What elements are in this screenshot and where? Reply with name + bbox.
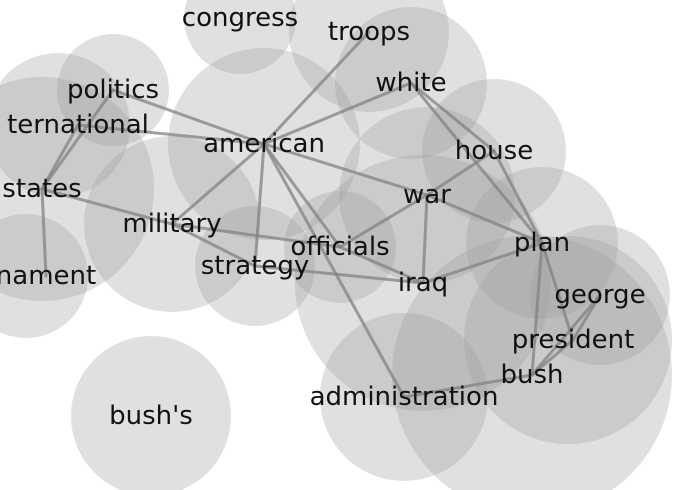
node-label-military: military xyxy=(122,209,221,239)
edge-american-war xyxy=(262,142,429,197)
node-circle-bushs xyxy=(71,336,231,490)
node-label-nament: nament xyxy=(0,261,96,291)
edge-white-american xyxy=(262,81,413,146)
node-labels: congress troops politics white ternational am… xyxy=(0,3,646,431)
edge-george-bush xyxy=(530,293,602,377)
edge-plan-president xyxy=(540,241,575,342)
edge-states-military xyxy=(40,187,174,226)
edge-president-bush xyxy=(530,338,575,377)
node-circle-nament xyxy=(0,214,88,338)
edge-american-officials xyxy=(262,142,342,249)
edge-states-nament xyxy=(40,187,48,278)
node-label-administration: administration xyxy=(310,382,499,412)
node-label-officials: officials xyxy=(290,232,389,262)
edge-politics-states xyxy=(40,88,115,191)
edge-strategy-iraq xyxy=(253,264,425,285)
node-label-congress: congress xyxy=(182,3,298,33)
edge-war-officials xyxy=(338,193,429,249)
edge-bush-administration xyxy=(402,373,534,399)
node-label-president: president xyxy=(512,325,635,355)
edge-politics-american xyxy=(111,88,266,146)
edge-white-house xyxy=(409,81,496,153)
node-label-international: ternational xyxy=(7,110,149,140)
node-label-white: white xyxy=(375,68,446,98)
edge-war-iraq xyxy=(421,193,429,285)
edge-war-plan xyxy=(425,193,544,245)
edge-international-american xyxy=(76,123,266,146)
node-label-american: american xyxy=(203,129,325,159)
edge-iraq-plan xyxy=(421,241,544,285)
edge-troops-american xyxy=(262,30,371,146)
edge-american-military xyxy=(170,142,266,226)
edge-american-strategy xyxy=(253,142,266,268)
edge-plan-bush xyxy=(530,241,544,377)
edge-military-officials xyxy=(170,222,342,249)
edge-house-plan xyxy=(492,149,544,245)
edge-military-strategy xyxy=(170,222,257,268)
node-label-iraq: iraq xyxy=(398,268,448,298)
node-circle-states xyxy=(0,77,154,301)
edge-house-war xyxy=(425,149,496,197)
node-label-troops: troops xyxy=(328,17,410,47)
edge-international-states xyxy=(40,123,80,191)
edges xyxy=(40,30,602,399)
node-label-house: house xyxy=(455,136,533,166)
node-label-george: george xyxy=(554,280,645,310)
node-circle-international xyxy=(0,53,130,197)
node-label-plan: plan xyxy=(514,228,570,258)
node-label-war: war xyxy=(403,180,451,210)
node-circle-president xyxy=(464,236,672,444)
node-label-bushs: bush's xyxy=(109,401,193,431)
node-label-states: states xyxy=(2,174,81,204)
node-circle-congress xyxy=(184,0,296,74)
node-label-strategy: strategy xyxy=(201,251,309,281)
node-label-politics: politics xyxy=(67,75,159,105)
edge-officials-iraq xyxy=(338,245,425,285)
node-label-bush: bush xyxy=(500,360,563,390)
edge-american-administration xyxy=(262,142,406,399)
